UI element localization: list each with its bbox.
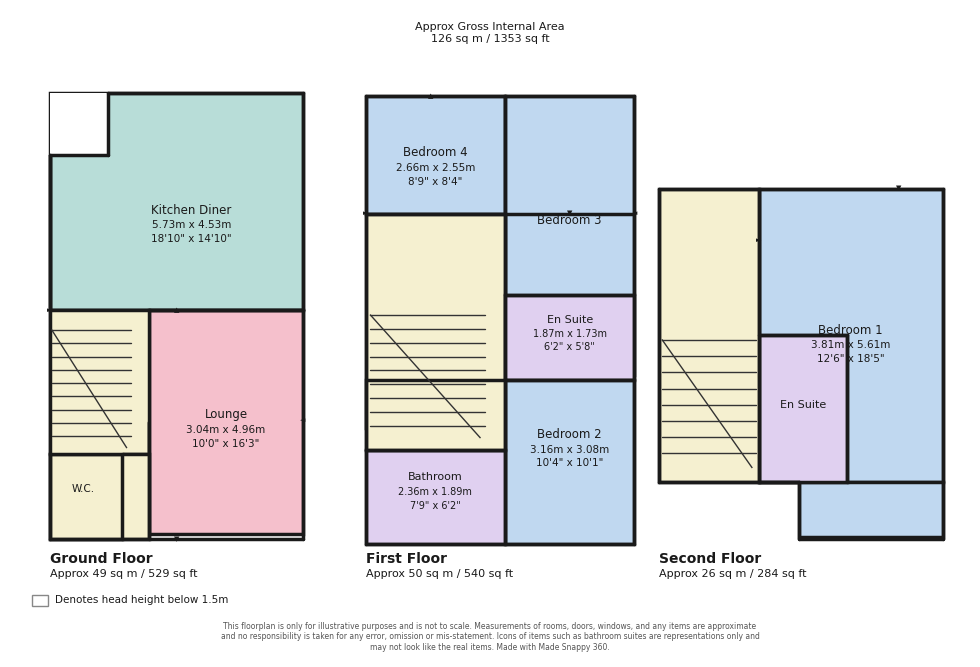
Text: 5.73m x 4.53m: 5.73m x 4.53m [152, 221, 231, 231]
Text: 10'0" x 16'3": 10'0" x 16'3" [192, 438, 260, 448]
Bar [50, 310, 149, 454]
Bar [32, 595, 48, 606]
Text: ▲: ▲ [173, 307, 179, 313]
Text: W.C.: W.C. [73, 484, 95, 494]
Text: Approx 50 sq m / 540 sq ft: Approx 50 sq m / 540 sq ft [366, 569, 513, 579]
Polygon shape [50, 310, 149, 454]
Text: Kitchen Diner: Kitchen Diner [151, 204, 231, 217]
Text: ▼: ▼ [567, 211, 572, 217]
Text: Bedroom 3: Bedroom 3 [537, 214, 602, 227]
Text: ►: ► [757, 237, 761, 243]
Bar [505, 96, 634, 375]
Text: Lounge: Lounge [205, 408, 248, 421]
Text: 10'4" x 10'1": 10'4" x 10'1" [536, 458, 604, 468]
Bar [660, 189, 759, 482]
Text: 3.81m x 5.61m: 3.81m x 5.61m [810, 340, 890, 350]
Text: Denotes head height below 1.5m: Denotes head height below 1.5m [55, 595, 228, 605]
Bar [759, 189, 943, 482]
Text: ▼: ▼ [896, 185, 901, 191]
Text: 2.36m x 1.89m: 2.36m x 1.89m [398, 488, 472, 498]
Text: 8'9" x 8'4": 8'9" x 8'4" [408, 177, 463, 187]
Text: ◄: ◄ [300, 417, 306, 423]
Bar [50, 454, 122, 539]
Text: Bathroom: Bathroom [408, 472, 463, 482]
Text: Approx 49 sq m / 529 sq ft: Approx 49 sq m / 529 sq ft [50, 569, 197, 579]
Bar [366, 450, 505, 544]
Text: ▼: ▼ [173, 536, 179, 542]
Bar [759, 335, 847, 482]
Text: Second Floor: Second Floor [660, 552, 761, 566]
Text: 3.04m x 4.96m: 3.04m x 4.96m [186, 425, 266, 435]
Bar [366, 380, 505, 450]
Text: 1.87m x 1.73m: 1.87m x 1.73m [533, 329, 607, 339]
Text: Approx 26 sq m / 284 sq ft: Approx 26 sq m / 284 sq ft [660, 569, 807, 579]
Text: 18'10" x 14'10": 18'10" x 14'10" [151, 234, 231, 244]
Text: Ground Floor: Ground Floor [50, 552, 153, 566]
Text: 7'9" x 6'2": 7'9" x 6'2" [410, 502, 461, 512]
Text: En Suite: En Suite [547, 315, 593, 325]
Text: En Suite: En Suite [779, 400, 826, 410]
Text: Bedroom 2: Bedroom 2 [537, 428, 602, 441]
Bar [366, 213, 505, 428]
Text: First Floor: First Floor [366, 552, 447, 566]
Bar [505, 295, 634, 380]
Bar [50, 93, 303, 310]
Text: Approx Gross Internal Area
126 sq m / 1353 sq ft: Approx Gross Internal Area 126 sq m / 13… [416, 23, 564, 44]
Bar [505, 380, 634, 544]
Text: ▲: ▲ [427, 93, 433, 99]
Bar [50, 93, 108, 155]
Bar [149, 310, 303, 534]
Bar [366, 96, 505, 213]
Text: ►: ► [363, 211, 368, 217]
Text: 3.16m x 3.08m: 3.16m x 3.08m [530, 444, 610, 454]
Text: ◄: ◄ [632, 211, 637, 217]
Text: ►: ► [47, 307, 53, 313]
Bar [50, 454, 149, 539]
Text: 6'2" x 5'8": 6'2" x 5'8" [544, 342, 595, 352]
Text: 12'6" x 18'5": 12'6" x 18'5" [816, 354, 884, 364]
Text: Bedroom 1: Bedroom 1 [818, 323, 883, 337]
Bar [799, 482, 943, 537]
Text: 2.66m x 2.55m: 2.66m x 2.55m [396, 163, 475, 173]
Text: This floorplan is only for illustrative purposes and is not to scale. Measuremen: This floorplan is only for illustrative … [220, 622, 760, 652]
Text: Bedroom 4: Bedroom 4 [403, 146, 467, 159]
